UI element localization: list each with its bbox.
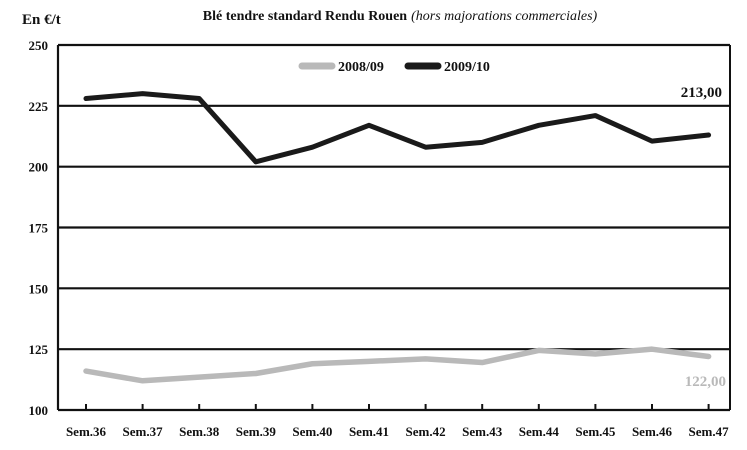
x-tick-label: Sem.38 [179, 424, 220, 439]
y-tick-label: 200 [29, 160, 49, 175]
y-tick-label: 150 [29, 281, 49, 296]
x-tick-label: Sem.39 [236, 424, 277, 439]
series-line-2009-10 [83, 91, 712, 165]
legend: 2008/09 2009/10 [298, 60, 490, 75]
series-lines [83, 91, 712, 384]
x-tick-label: Sem.47 [689, 424, 730, 439]
x-tick-label: Sem.42 [406, 424, 446, 439]
y-tick-label: 225 [29, 99, 49, 114]
x-tick-label: Sem.44 [519, 424, 560, 439]
y-tick-label: 250 [29, 38, 49, 53]
chart-title: Blé tendre standard Rendu Rouen (hors maj… [203, 9, 598, 24]
chart-title-main: Blé tendre standard Rendu Rouen [203, 9, 408, 24]
grid-lines [58, 43, 730, 412]
x-tick-label: Sem.45 [575, 424, 616, 439]
y-axis-label: En €/t [22, 12, 61, 28]
x-tick-label: Sem.46 [632, 424, 673, 439]
legend-label-2009-10: 2009/10 [444, 60, 490, 75]
chart-title-sub: (hors majorations commerciales) [411, 9, 597, 24]
x-tick-label: Sem.43 [462, 424, 503, 439]
annotations: 213,00 122,00 [681, 85, 726, 390]
x-tick-label: Sem.40 [292, 424, 332, 439]
series-line-2008-09 [83, 346, 712, 384]
y-tick-label: 125 [29, 342, 49, 357]
legend-label-2008-09: 2008/09 [338, 60, 384, 75]
y-tick-label: 100 [29, 403, 49, 418]
x-tick-label: Sem.37 [123, 424, 164, 439]
x-tick-label: Sem.36 [66, 424, 107, 439]
x-tick-label: Sem.41 [349, 424, 389, 439]
annotation-2008-09-end-value: 122,00 [685, 374, 726, 390]
annotation-2009-10-end-value: 213,00 [681, 85, 722, 101]
axes: 100 125 150 175 200 225 250 Sem.36 Sem.37 Sem.38 S… [29, 38, 731, 439]
y-tick-label: 175 [29, 221, 49, 236]
